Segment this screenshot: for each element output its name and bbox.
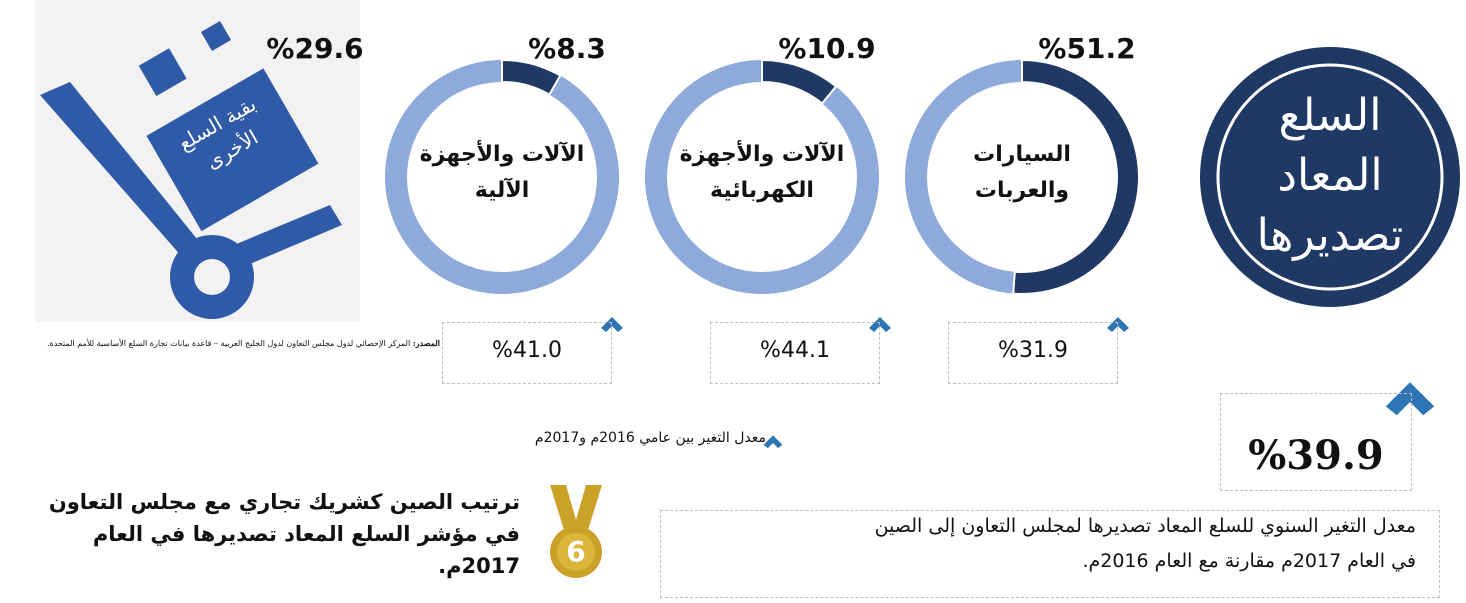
trolley-wheel-hub [194,259,230,295]
change-caret [601,317,623,332]
small-box [138,48,187,97]
donut-label: الآلات والأجهزة [419,142,585,167]
rank-text-line: 2017م. [438,554,520,578]
source-label: المصدر: [412,338,440,348]
share-label: %10.9 [778,32,876,65]
medal-icon [550,485,602,578]
annual-change-box [1220,393,1412,491]
donut-label: السيارات [973,142,1071,167]
change-box [710,322,880,384]
other-share-label: %29.6 [266,32,364,65]
share-label: %8.3 [528,32,606,65]
change-label: %31.9 [998,338,1068,363]
donut-segment [501,58,562,96]
source-text: المركز الإحصائي لدول مجلس التعاون لدول ا… [46,339,413,348]
title-line: المعاد [1277,150,1383,201]
title-circle [1200,47,1460,307]
donut-segment [1012,58,1140,295]
legend-icon [763,435,783,449]
trolley-frame [40,82,342,283]
change-label: %44.1 [760,338,830,363]
donut-track [645,60,879,294]
small-box [200,20,232,52]
description-line: معدل التغير السنوي للسلع المعاد تصديرها … [874,515,1416,537]
title-circle-ring [1216,63,1444,291]
description-box [660,510,1440,598]
change-caret [869,317,891,332]
rank-value: 6 [566,535,586,568]
rank-text-line: في مؤشر السلع المعاد تصديرها في العام [92,522,520,546]
donut-label: الآلية [474,178,530,203]
medal-inner [557,533,595,571]
description-line: في العام 2017م مقارنة مع العام 2016م. [1082,550,1416,572]
medal-ribbon [550,485,602,530]
change-box [442,322,612,384]
donut-track [385,60,619,294]
rank-text-line: ترتيب الصين كشريك تجاري مع مجلس التعاون [48,490,520,514]
share-label: %51.2 [1038,32,1136,65]
annual-change-caret [1385,382,1435,416]
big-box [146,68,319,232]
source-note: المصدر: المركز الإحصائي لدول مجلس التعاو… [47,338,440,348]
annual-change-label: %39.9 [1248,432,1384,479]
donut-label: الآلات والأجهزة [679,142,845,167]
trolley-icon [40,20,342,319]
legend-text: معدل التغير بين عامي 2016م و2017م [534,430,766,446]
title-line: تصديرها [1256,210,1404,261]
donut-label: الكهربائية [710,178,814,203]
change-box [948,322,1118,384]
donut-segment [761,58,838,105]
change-caret [1107,317,1129,332]
change-label: %41.0 [492,338,562,363]
title-line: السلع [1278,90,1382,141]
donut-label: والعربات [974,178,1070,203]
